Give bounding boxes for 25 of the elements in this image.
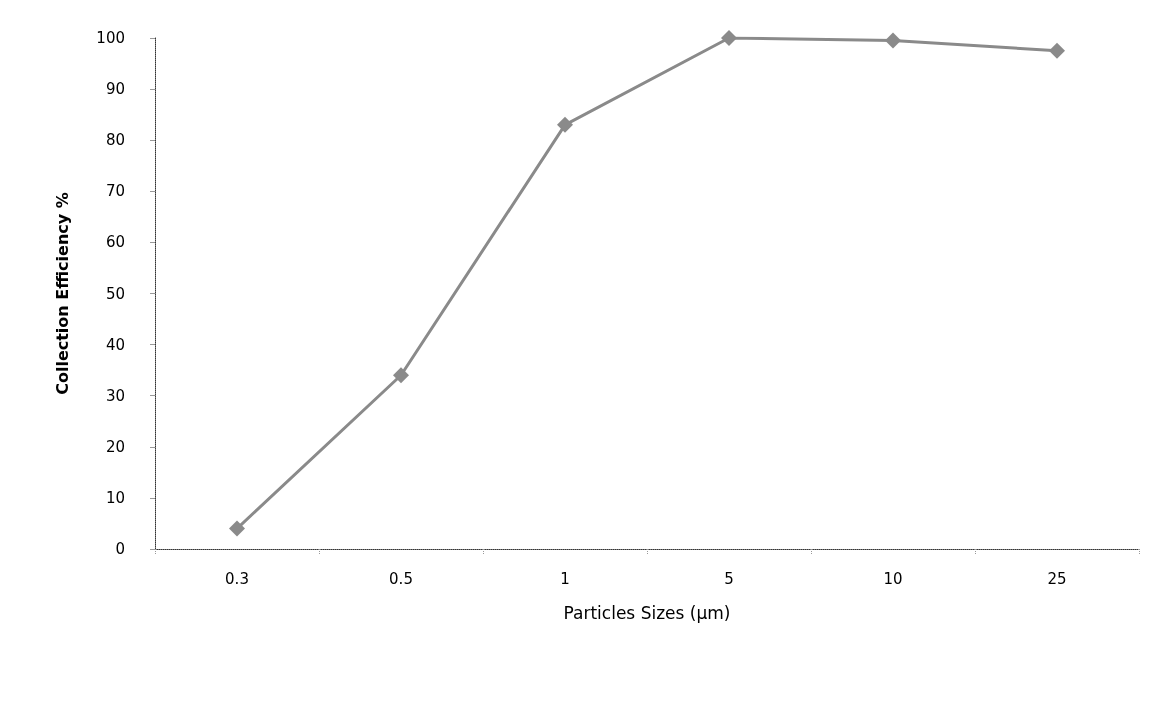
y-tick-label: 10 bbox=[105, 488, 125, 507]
x-tick-label: 0.3 bbox=[225, 569, 249, 588]
x-tick-label: 1 bbox=[560, 569, 570, 588]
y-tick-label: 0 bbox=[115, 540, 125, 558]
point bbox=[885, 32, 901, 49]
x-tick-label: 5 bbox=[724, 569, 734, 588]
point bbox=[721, 30, 737, 46]
y-tick-label: 80 bbox=[105, 131, 125, 150]
y-tick-label: 100 bbox=[96, 29, 125, 47]
point bbox=[393, 367, 409, 384]
point bbox=[1049, 42, 1065, 59]
y-tick-label: 60 bbox=[105, 233, 125, 252]
x-axis-title: Particles Sizes (µm) bbox=[563, 602, 731, 623]
y-tick-label: 50 bbox=[105, 284, 125, 303]
y-tick-label: 70 bbox=[105, 182, 125, 201]
x-tick-label: 25 bbox=[1047, 569, 1067, 588]
y-axis-title: Collection Efficiency % bbox=[52, 192, 72, 395]
x-tick-label: 0.5 bbox=[389, 569, 413, 588]
point bbox=[229, 520, 245, 537]
x-tick-label: 10 bbox=[883, 569, 903, 588]
y-tick-label: 90 bbox=[105, 80, 125, 99]
y-tick-label: 30 bbox=[105, 386, 125, 405]
y-tick-label: 20 bbox=[105, 437, 125, 456]
y-tick-label: 40 bbox=[105, 335, 125, 354]
point bbox=[557, 116, 573, 133]
